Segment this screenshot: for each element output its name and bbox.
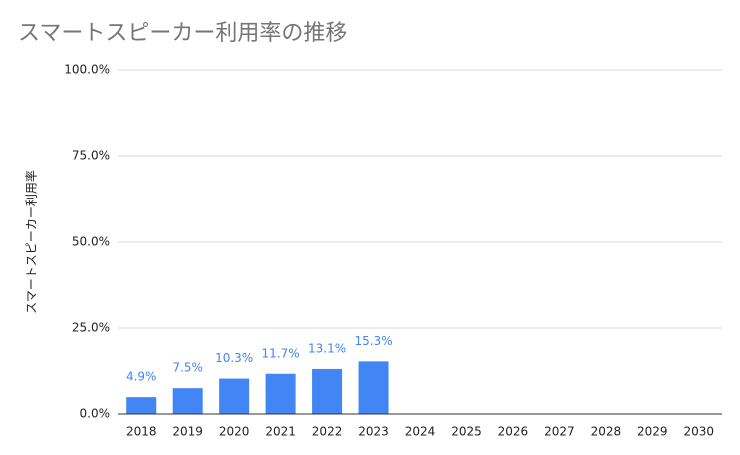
value-label: 11.7%	[262, 346, 300, 360]
value-label: 13.1%	[308, 341, 346, 355]
x-tick-label: 2029	[637, 425, 668, 439]
x-tick-label: 2019	[172, 425, 203, 439]
value-label: 7.5%	[172, 361, 203, 375]
y-tick-label: 50.0%	[72, 235, 110, 249]
bar	[126, 397, 157, 414]
y-axis-title: スマートスピーカー利用率	[24, 170, 39, 314]
x-tick-label: 2024	[405, 425, 436, 439]
bar	[265, 373, 296, 414]
x-tick-label: 2018	[126, 425, 157, 439]
x-tick-label: 2030	[683, 425, 714, 439]
bar	[358, 361, 389, 414]
bar	[172, 388, 203, 414]
chart-title: スマートスピーカー利用率の推移	[18, 21, 347, 46]
x-tick-label: 2028	[591, 425, 622, 439]
bar	[219, 378, 250, 414]
value-label: 4.9%	[126, 370, 157, 384]
y-tick-label: 25.0%	[72, 321, 110, 335]
bar	[312, 368, 343, 414]
y-tick-label: 75.0%	[72, 149, 110, 163]
x-tick-label: 2025	[451, 425, 482, 439]
x-tick-label: 2027	[544, 425, 575, 439]
x-tick-label: 2021	[265, 425, 296, 439]
x-tick-label: 2026	[498, 425, 529, 439]
value-label: 10.3%	[215, 351, 253, 365]
value-label: 15.3%	[354, 334, 392, 348]
x-tick-label: 2020	[219, 425, 250, 439]
y-tick-label: 100.0%	[64, 63, 110, 77]
x-tick-label: 2023	[358, 425, 389, 439]
x-tick-label: 2022	[312, 425, 343, 439]
y-tick-label: 0.0%	[80, 407, 111, 421]
